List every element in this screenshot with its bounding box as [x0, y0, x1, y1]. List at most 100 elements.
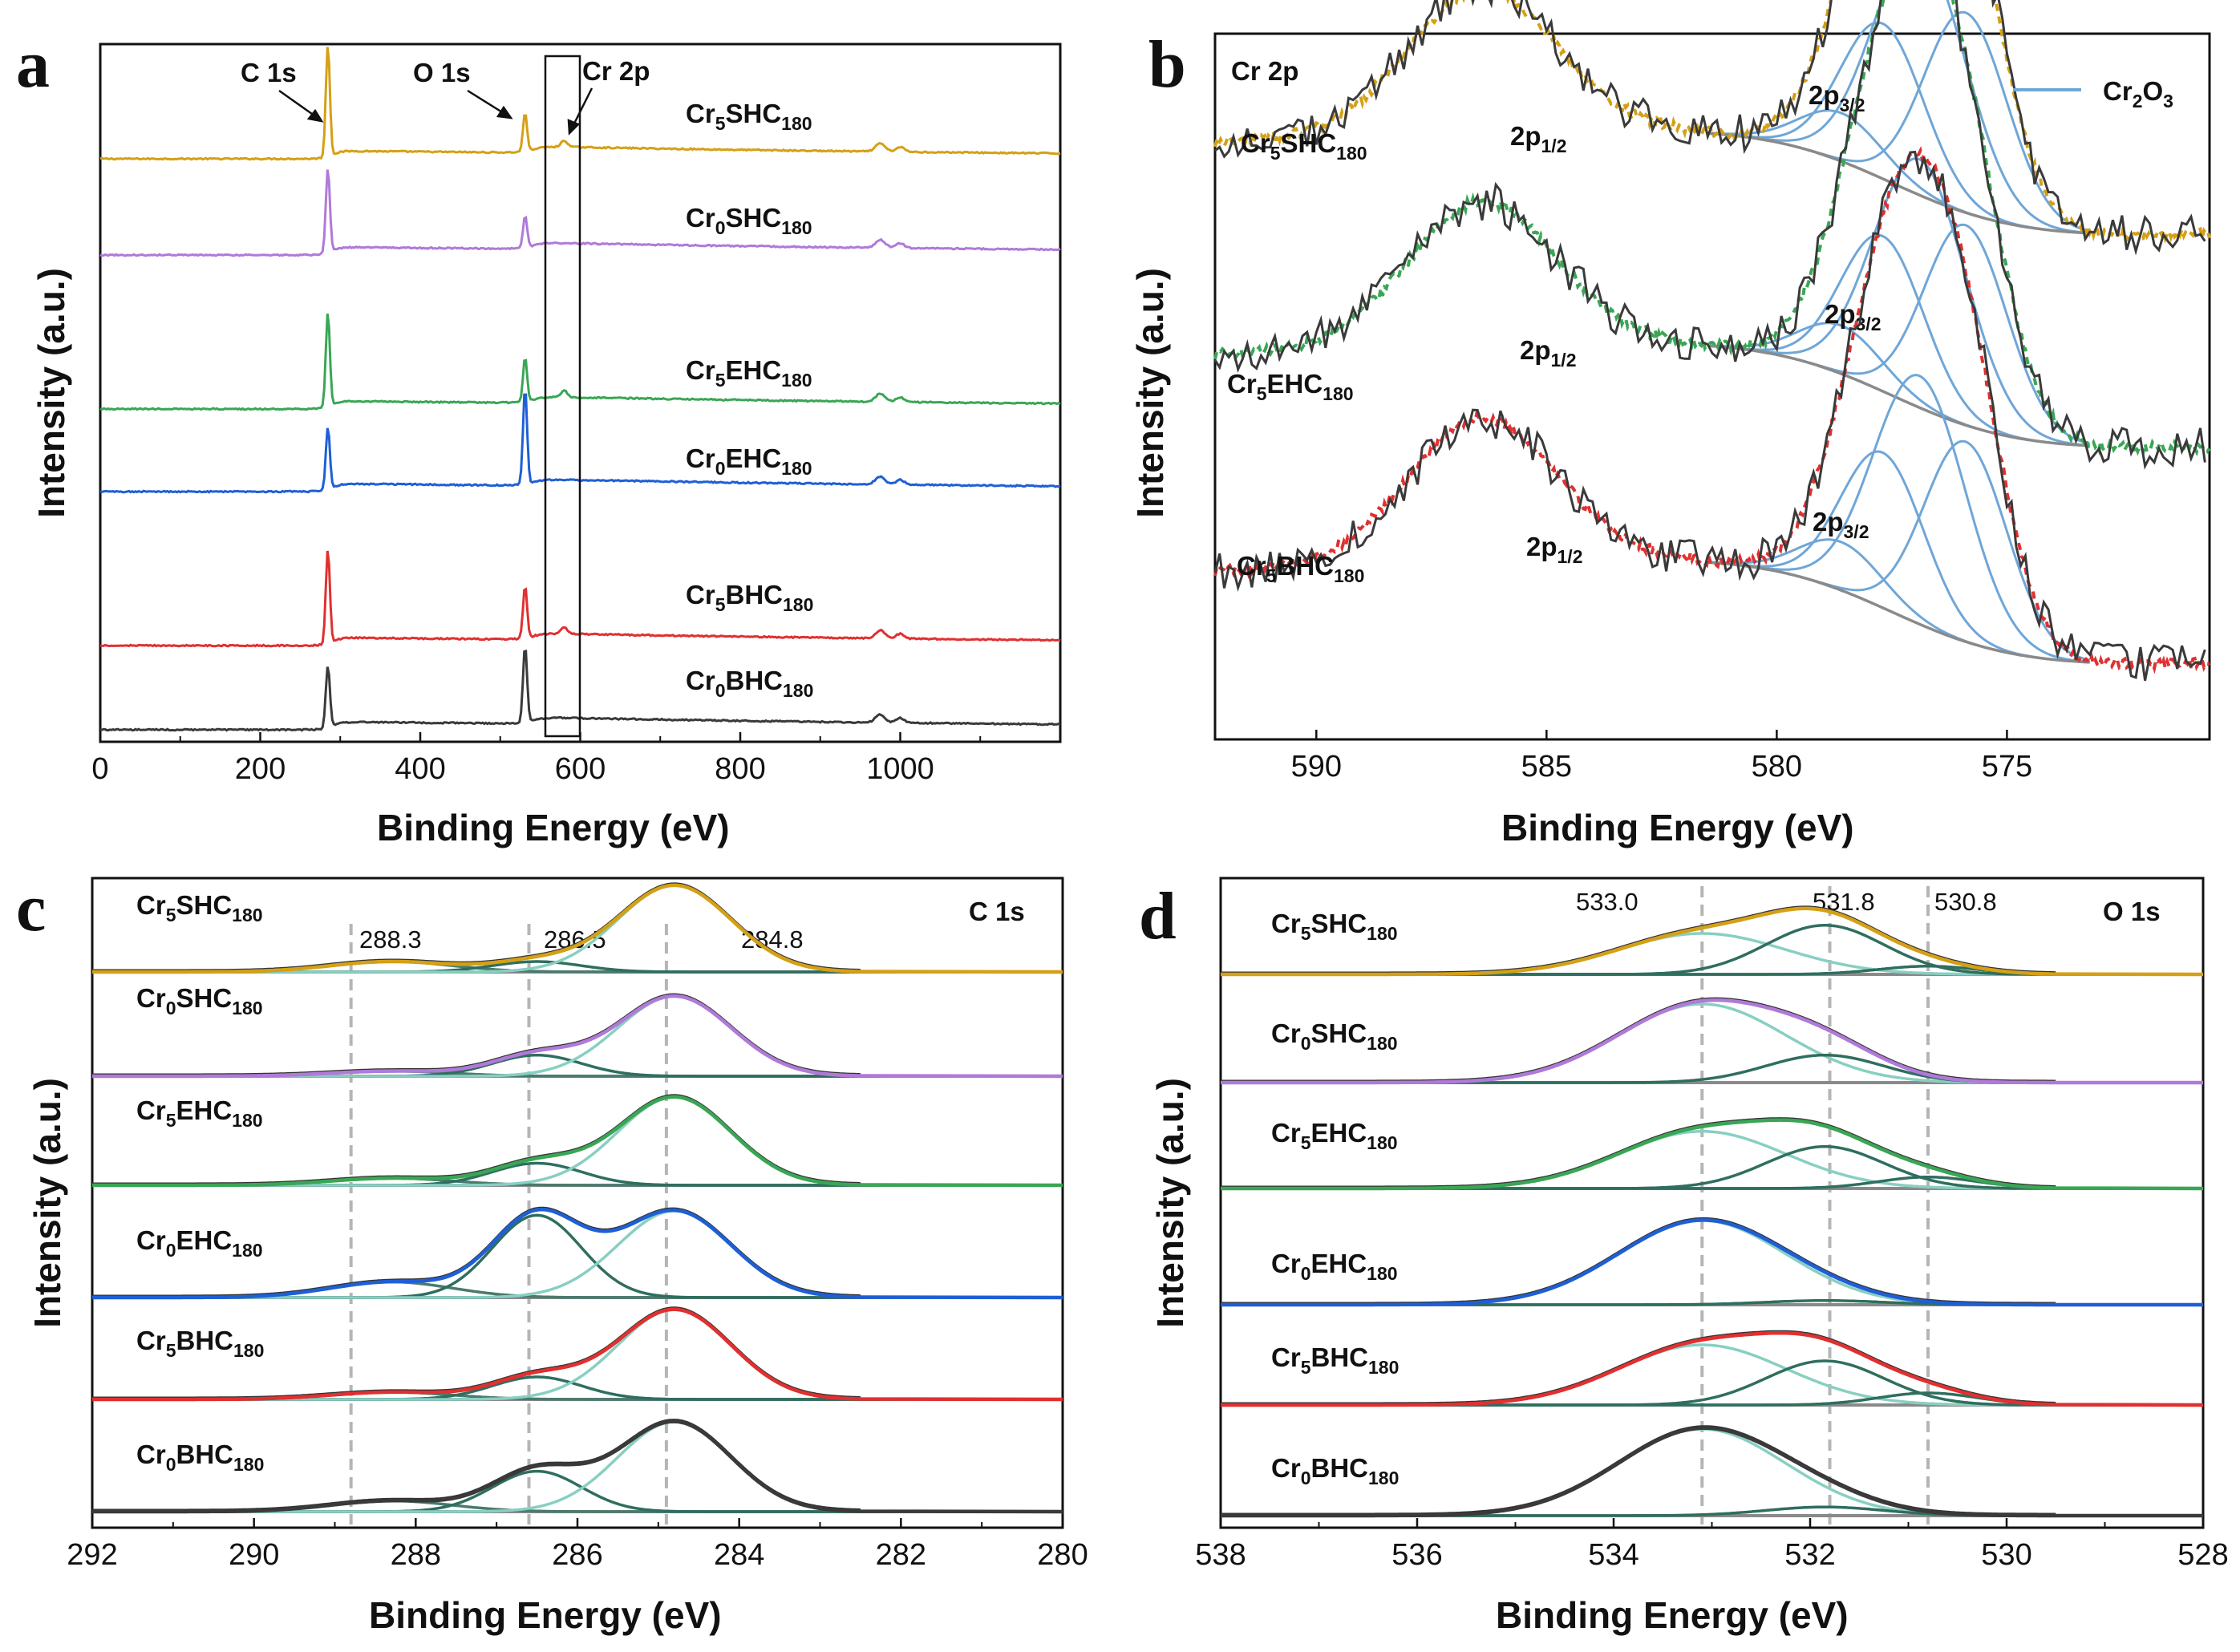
panel-b-tick-label-585: 585: [1521, 750, 1572, 783]
panel-a-xlabel: Binding Energy (eV): [377, 807, 730, 848]
legend-label-cr2o3: Cr2O3: [2103, 76, 2173, 111]
panel-c-tick-label-290: 290: [229, 1538, 279, 1572]
panel-a-series-label-Cr5EHC180: Cr5EHC180: [686, 355, 812, 391]
panel-a-tick-label-800: 800: [715, 752, 765, 786]
panel-d-tick-label-528: 528: [2177, 1538, 2228, 1572]
cr2p-annotation: Cr 2p: [582, 56, 650, 86]
panel-d-tick-label-532: 532: [1784, 1538, 1835, 1572]
panel-c-tick-label-284: 284: [714, 1538, 764, 1572]
panel-d-envelope-Cr5EHC180: [1221, 1118, 2204, 1191]
panel-a-label: a: [16, 27, 50, 102]
panel-c-series-label-Cr0BHC180: Cr0BHC180: [136, 1439, 264, 1475]
panel-d-ref-label-2: 530.8: [1934, 888, 1997, 916]
panel-a-tick-label-0: 0: [91, 752, 108, 786]
panel-b-fit-component-Cr5BHC180-2: [1707, 374, 2090, 663]
panel-b-fit-component-Cr5SHC180-2: [1707, 0, 2090, 234]
panel-d-traces: Cr5SHC180 Cr0SHC180 Cr5EHC180 Cr0EHC180 Cr5B…: [1221, 905, 2204, 1518]
panel-b-xlabel: Binding Energy (eV): [1501, 807, 1854, 848]
o1s-arrow: [467, 89, 507, 116]
panel-c-traces: Cr5SHC180 Cr0SHC180 Cr5EHC180 Cr0EHC180 Cr5B…: [92, 882, 1063, 1514]
panel-c-series-label-Cr0SHC180: Cr0SHC180: [136, 983, 263, 1018]
panel-a-x-ticks: 0 200 400 600 800 1000: [91, 732, 982, 786]
panel-a-series-label-Cr0BHC180: Cr0BHC180: [686, 666, 813, 701]
panel-b-p12-label-2: 2p1/2: [1526, 532, 1583, 567]
panel-c-series-label-Cr0EHC180: Cr0EHC180: [136, 1225, 263, 1261]
panel-b-envelope-Cr5BHC180: [1213, 145, 2210, 674]
panel-c-envelope-Cr5SHC180: [92, 883, 1063, 974]
panel-c-envelope-Cr0BHC180: [92, 1419, 1063, 1514]
panel-b-series-label-Cr5SHC180: Cr5SHC180: [1241, 128, 1367, 164]
panel-d-xlabel: Binding Energy (eV): [1496, 1594, 1849, 1636]
panel-c-x-ticks: 292 290 288 286 284 282 280: [67, 1518, 1088, 1572]
panel-d-series-label-Cr0SHC180: Cr0SHC180: [1271, 1018, 1398, 1054]
annotation-arrows: [278, 87, 593, 136]
panel-b-series-label-Cr5BHC180: Cr5BHC180: [1237, 551, 1364, 586]
panel-c-tick-label-288: 288: [391, 1538, 441, 1572]
panel-d-tick-label-534: 534: [1588, 1538, 1638, 1572]
panel-c-envelope-Cr0EHC180: [92, 1207, 1063, 1300]
panel-c-envelope-Cr0SHC180: [92, 994, 1063, 1079]
panel-d-envelope-Cr5BHC180: [1221, 1330, 2204, 1407]
panel-c-ylabel: Intensity (a.u.): [26, 1078, 68, 1328]
cr2p-region-box: [544, 55, 581, 738]
c1s-arrow: [278, 89, 318, 119]
panel-b-fit-component-Cr5BHC180-3: [1707, 439, 2091, 662]
panel-b-background-Cr5BHC180: [1707, 561, 2090, 664]
panel-d-series-label-Cr5EHC180: Cr5EHC180: [1271, 1118, 1398, 1153]
panel-c-tick-label-286: 286: [552, 1538, 602, 1572]
panel-a-series-label-Cr5SHC180: Cr5SHC180: [686, 99, 812, 134]
panel-a-series-label-Cr0SHC180: Cr0SHC180: [686, 203, 812, 238]
panel-b-tick-label-590: 590: [1291, 750, 1342, 783]
panel-d-ref-label-0: 533.0: [1576, 888, 1638, 916]
panel-a-series-label-Cr5BHC180: Cr5BHC180: [686, 580, 813, 615]
panel-a-tick-label-600: 600: [555, 752, 606, 786]
panel-b-raw-Cr5SHC180: [1214, 0, 2206, 256]
panel-c-tick-label-292: 292: [67, 1538, 117, 1572]
panel-d-tick-label-538: 538: [1195, 1538, 1246, 1572]
panel-c-tick-label-282: 282: [876, 1538, 926, 1572]
panel-d-ylabel: Intensity (a.u.): [1149, 1078, 1191, 1328]
panel-d-series-label-Cr0EHC180: Cr0EHC180: [1271, 1249, 1398, 1284]
panel-a-tick-label-1000: 1000: [866, 752, 934, 786]
panel-c-ref-label-0: 288.3: [359, 925, 422, 954]
panel-b-title: Cr 2p: [1231, 56, 1298, 86]
panel-b-p12-label-1: 2p1/2: [1520, 335, 1577, 370]
panel-d-component-Cr0SHC180-1: [1221, 1053, 2203, 1084]
panel-c: c C 1s 292 290 288 286 284 282 280 288.3 286.5 2…: [16, 871, 1088, 1636]
panel-b-background-Cr5EHC180: [1707, 344, 2090, 447]
panel-d-x-ticks: 538 536 534 532 530 528: [1195, 1518, 2229, 1572]
cr2p-arrow: [571, 87, 593, 128]
panel-b-raw-Cr5EHC180: [1213, 0, 2206, 470]
panel-b-label: b: [1148, 27, 1186, 102]
panel-b-p32-label-2: 2p3/2: [1813, 507, 1869, 542]
panel-d-reference-lines: 533.0 531.8 530.8: [1576, 886, 1997, 1524]
panel-d-tick-label-530: 530: [1981, 1538, 2031, 1572]
panel-b-fit-component-Cr5SHC180-3: [1707, 10, 2091, 233]
panel-d-envelope-Cr5SHC180: [1221, 906, 2204, 977]
panel-c-title: C 1s: [969, 897, 1025, 926]
panel-c-series-label-Cr5BHC180: Cr5BHC180: [136, 1326, 264, 1361]
panel-b-ylabel: Intensity (a.u.): [1129, 268, 1171, 518]
panel-d-tick-label-536: 536: [1391, 1538, 1442, 1572]
panel-b-p12-label-0: 2p1/2: [1510, 121, 1567, 156]
panel-c-frame: [91, 877, 1064, 1529]
panel-a-tick-label-200: 200: [235, 752, 286, 786]
panel-c-series-label-Cr5SHC180: Cr5SHC180: [136, 890, 263, 925]
panel-b-tick-label-580: 580: [1752, 750, 1802, 783]
panel-d-envelope-Cr0SHC180: [1221, 998, 2203, 1085]
cr2p-arrowhead: [567, 119, 581, 136]
o1s-arrowhead: [496, 105, 513, 119]
panel-b-series-label-Cr5EHC180: Cr5EHC180: [1227, 369, 1354, 404]
panel-c-envelope-Cr5EHC180: [92, 1095, 1063, 1188]
panel-c-label: c: [16, 871, 46, 945]
panel-c-xlabel: Binding Energy (eV): [369, 1594, 722, 1636]
panel-d-series-label-Cr5BHC180: Cr5BHC180: [1271, 1342, 1399, 1378]
panel-d-series-label-Cr0BHC180: Cr0BHC180: [1271, 1453, 1399, 1488]
o1s-annotation: O 1s: [413, 58, 471, 87]
panel-a: a 0 200 400 600 800 1000 Cr5SHC180 Cr0SHC180 Cr…: [16, 27, 1062, 848]
panel-a-series-label-Cr0EHC180: Cr0EHC180: [686, 443, 812, 479]
panel-b-frame: [1213, 32, 2211, 741]
panel-b-envelope-Cr5SHC180: [1213, 0, 2211, 244]
panel-b-tick-label-575: 575: [1982, 750, 2032, 783]
